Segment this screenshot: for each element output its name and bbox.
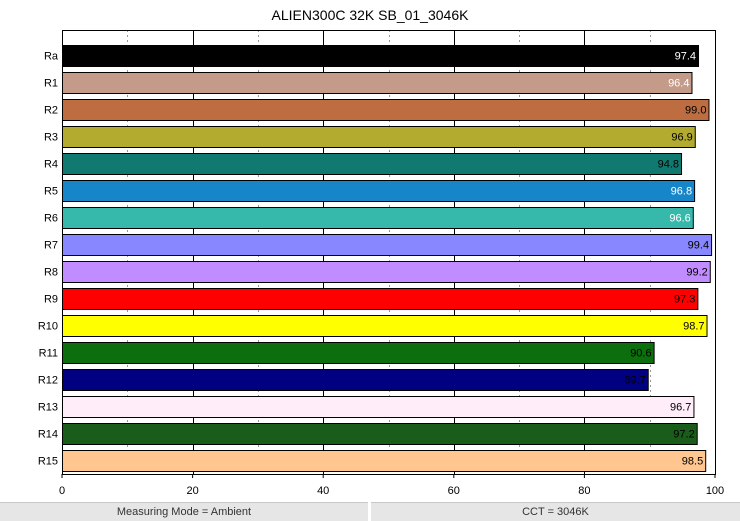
- value-label: 97.3: [674, 294, 695, 306]
- category-label: R12: [38, 375, 58, 387]
- value-label: 96.7: [670, 402, 691, 414]
- bar-r8: [62, 261, 711, 283]
- category-label: R13: [38, 402, 58, 414]
- bar-r11: [62, 342, 655, 364]
- bar-r10: [62, 315, 708, 337]
- value-label: 90.6: [630, 348, 651, 360]
- bars: [62, 45, 713, 472]
- x-tick-label: 100: [706, 485, 724, 497]
- value-label: 97.2: [673, 429, 694, 441]
- value-label: 96.4: [668, 78, 689, 90]
- category-label: R14: [38, 429, 58, 441]
- value-label: 96.8: [671, 186, 692, 198]
- bar-r3: [62, 126, 696, 148]
- bar-r12: [62, 369, 649, 391]
- category-label: R6: [44, 213, 58, 225]
- category-label: R2: [44, 105, 58, 117]
- plot-area-frame: [62, 30, 716, 475]
- category-label: R5: [44, 186, 58, 198]
- value-label: 99.0: [685, 105, 706, 117]
- x-tick-label: 80: [578, 485, 590, 497]
- x-tick-label: 60: [448, 485, 460, 497]
- value-label: 96.6: [669, 213, 690, 225]
- x-tick-label: 20: [186, 485, 198, 497]
- bar-r15: [62, 450, 707, 472]
- bar-r4: [62, 153, 683, 175]
- category-label: R10: [38, 321, 58, 333]
- value-label: 94.8: [658, 159, 679, 171]
- chart-title: ALIEN300C 32K SB_01_3046K: [271, 7, 469, 23]
- bar-r6: [62, 207, 694, 229]
- bar-r13: [62, 396, 695, 418]
- value-label: 89.7: [624, 375, 645, 387]
- bar-r7: [62, 234, 713, 256]
- value-label: 98.7: [683, 321, 704, 333]
- value-label: 99.4: [688, 240, 709, 252]
- category-label: R1: [44, 78, 58, 90]
- measuring-mode-status: Measuring Mode = Ambient: [0, 502, 368, 521]
- category-label: R3: [44, 132, 58, 144]
- cct-status: CCT = 3046K: [371, 502, 740, 521]
- category-label: R11: [39, 348, 58, 360]
- category-label: R15: [38, 456, 58, 468]
- value-label: 96.9: [671, 132, 692, 144]
- bar-r9: [62, 288, 699, 310]
- bar-r5: [62, 180, 696, 202]
- labels: 97.4 Ra 96.4 R1 99.0 R2 96.9 R3 94.8 R4 96.8 R5 96.6…: [38, 51, 724, 498]
- bar-ra: [62, 45, 700, 67]
- x-tick-label: 0: [59, 485, 65, 497]
- value-label: 98.5: [682, 456, 703, 468]
- bar-r2: [62, 99, 710, 121]
- category-label: Ra: [44, 51, 59, 63]
- category-label: R8: [44, 267, 58, 279]
- x-tick-label: 40: [317, 485, 329, 497]
- bar-r1: [62, 72, 693, 94]
- category-label: R7: [44, 240, 58, 252]
- category-label: R4: [44, 159, 58, 171]
- value-label: 97.4: [675, 51, 696, 63]
- bar-r14: [62, 423, 698, 445]
- value-label: 99.2: [686, 267, 707, 279]
- category-label: R9: [44, 294, 58, 306]
